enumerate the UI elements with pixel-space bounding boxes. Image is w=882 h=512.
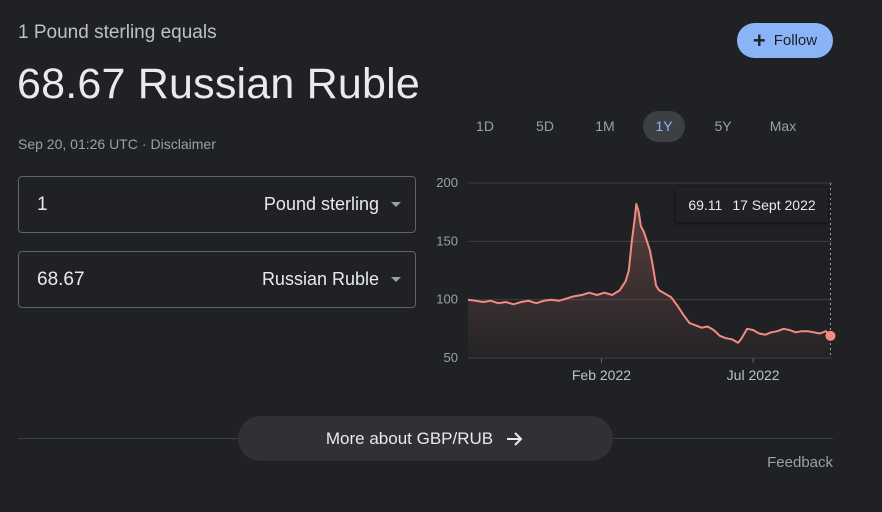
current-point	[825, 330, 836, 341]
follow-button[interactable]: + Follow	[737, 23, 833, 58]
disclaimer-link[interactable]: Disclaimer	[150, 136, 216, 152]
plus-icon: +	[752, 27, 766, 53]
x-tick-label: Feb 2022	[572, 367, 631, 383]
y-tick-label: 150	[436, 233, 458, 248]
equals-line: 1 Pound sterling equals	[18, 22, 217, 43]
chevron-down-icon	[391, 202, 401, 207]
separator: ·	[141, 136, 147, 152]
y-tick-label: 200	[436, 175, 458, 190]
rate-line	[467, 203, 832, 344]
from-currency-select[interactable]: Pound sterling	[264, 177, 401, 232]
y-tick-label: 50	[444, 350, 458, 365]
rate-area	[468, 204, 831, 358]
chart-tooltip: 69.11 17 Sept 2022	[676, 188, 828, 222]
more-about-label: More about GBP/RUB	[325, 428, 494, 448]
timestamp: Sep 20, 01:26 UTC	[18, 136, 138, 152]
exchange-rate-chart[interactable]: 200 150 100 50 Feb 2022 Jul 2022	[420, 168, 840, 388]
tab-5y[interactable]: 5Y	[714, 118, 732, 134]
tab-1m[interactable]: 1M	[595, 118, 615, 134]
tab-max[interactable]: Max	[769, 118, 797, 134]
tab-5d[interactable]: 5D	[536, 118, 554, 134]
tooltip-value: 69.11	[688, 197, 723, 213]
from-currency-box: Pound sterling	[18, 176, 416, 233]
from-currency-label: Pound sterling	[263, 194, 379, 214]
converted-amount-heading: 68.67 Russian Ruble	[17, 60, 420, 108]
x-tick-label: Jul 2022	[727, 367, 780, 383]
to-currency-label: Russian Ruble	[261, 269, 379, 289]
to-amount-input[interactable]	[35, 268, 169, 292]
to-currency-box: Russian Ruble	[18, 251, 416, 308]
follow-label: Follow	[773, 32, 818, 49]
timestamp-line: Sep 20, 01:26 UTC · Disclaimer	[18, 136, 216, 152]
tooltip-date: 17 Sept 2022	[732, 197, 816, 213]
to-currency-select[interactable]: Russian Ruble	[262, 252, 401, 307]
tab-1y[interactable]: 1Y	[643, 111, 685, 142]
from-amount-input[interactable]	[35, 193, 169, 217]
y-tick-label: 100	[436, 292, 458, 307]
arrow-right-icon	[505, 429, 525, 449]
tab-1d[interactable]: 1D	[476, 118, 494, 134]
chevron-down-icon	[391, 277, 401, 282]
feedback-link[interactable]: Feedback	[767, 454, 833, 471]
more-about-button[interactable]: More about GBP/RUB	[238, 416, 613, 461]
